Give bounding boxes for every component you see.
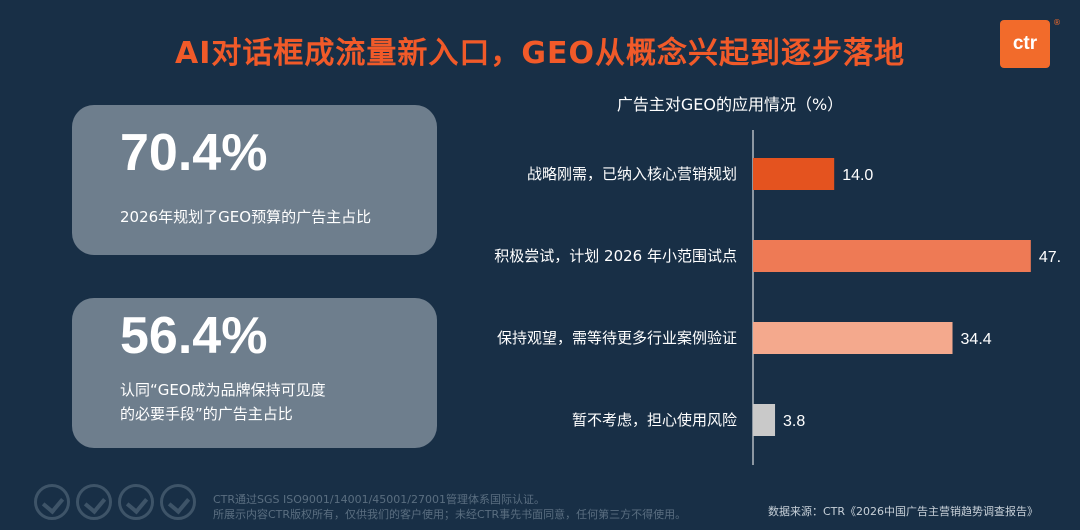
bar	[753, 404, 776, 436]
data-source: 数据来源：CTR《2026中国广告主营销趋势调查报告》	[767, 505, 1038, 518]
category-label: 暂不考虑，担心使用风险	[572, 411, 737, 429]
stat-description-line: 认同“GEO成为品牌保持可见度	[120, 381, 326, 399]
bar	[753, 240, 1031, 272]
stat-card-geo-budget: 70.4% 2026年规划了GEO预算的广告主占比	[72, 105, 437, 255]
stat-value: 56.4%	[120, 307, 268, 365]
stat-value: 70.4%	[120, 124, 268, 182]
chart-title: 广告主对GEO的应用情况（%）	[616, 95, 844, 114]
stat-description: 2026年规划了GEO预算的广告主占比	[120, 205, 371, 229]
category-label: 战略刚需，已纳入核心营销规划	[527, 165, 737, 183]
sgs-cert-icon	[118, 484, 154, 520]
bar	[753, 322, 953, 354]
bar	[753, 158, 835, 190]
bar-chart: 战略刚需，已纳入核心营销规划 14.0 积极尝试，计划 2026 年小范围试点 47.…	[494, 130, 1060, 465]
category-label: 积极尝试，计划 2026 年小范围试点	[494, 247, 737, 265]
footer-line: CTR通过SGS ISO9001/14001/45001/27001管理体系国际…	[213, 493, 546, 506]
sgs-cert-icon	[76, 484, 112, 520]
page-title: AI对话框成流量新入口，GEO从概念兴起到逐步落地	[175, 36, 905, 71]
stat-description-line: 的必要手段”的广告主占比	[120, 405, 293, 423]
stat-description: 认同“GEO成为品牌保持可见度 的必要手段”的广告主占比	[120, 378, 326, 426]
ctr-logo: ctr	[1000, 20, 1050, 68]
footer-line: 所展示内容CTR版权所有，仅供我们的客户使用；未经CTR事先书面同意，任何第三方…	[213, 508, 687, 521]
sgs-cert-icon	[34, 484, 70, 520]
stat-card-geo-visibility: 56.4% 认同“GEO成为品牌保持可见度 的必要手段”的广告主占比	[72, 298, 437, 448]
registered-mark: ®	[1053, 18, 1061, 27]
stat-description-line: 2026年规划了GEO预算的广告主占比	[120, 208, 372, 226]
value-label: 34.4	[961, 331, 992, 348]
certification-badges	[34, 484, 196, 520]
category-label: 保持观望，需等待更多行业案例验证	[497, 329, 737, 347]
value-label: 14.0	[842, 167, 873, 184]
value-label: 3.8	[783, 413, 805, 430]
footer-disclaimer: CTR通过SGS ISO9001/14001/45001/27001管理体系国际…	[213, 492, 686, 522]
sgs-cert-icon	[160, 484, 196, 520]
value-label: 47.9	[1039, 249, 1060, 266]
